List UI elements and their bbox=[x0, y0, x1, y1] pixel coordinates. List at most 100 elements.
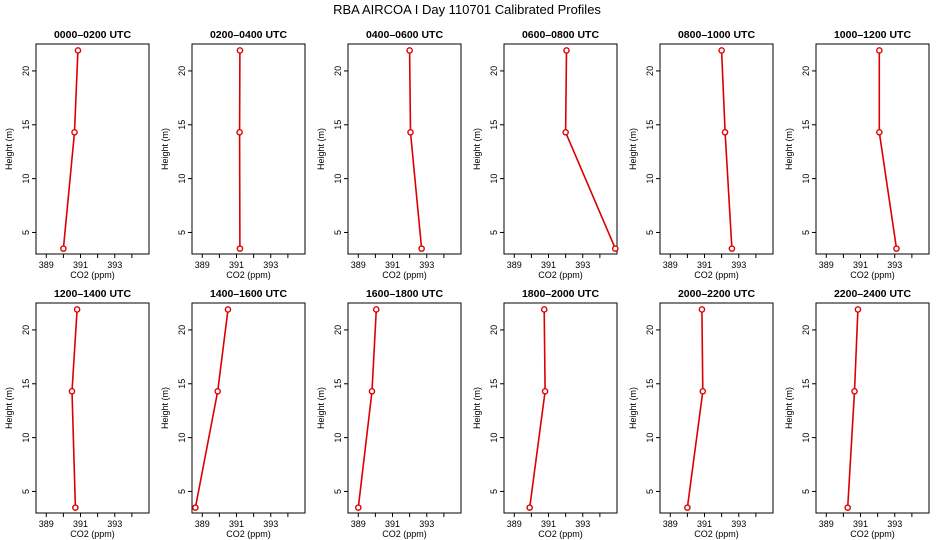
y-tick-label: 10 bbox=[177, 174, 187, 184]
x-tick-label: 389 bbox=[507, 260, 522, 270]
profile-point bbox=[214, 388, 221, 395]
plot-frame bbox=[35, 43, 150, 255]
profile-panel: 1600–1800 UTC 389 391 393 5 10 15 20 CO2 (ppm) He… bbox=[316, 288, 462, 539]
profile-point bbox=[236, 129, 243, 136]
y-axis-label: Height (m) bbox=[784, 128, 794, 170]
y-tick-label: 5 bbox=[21, 489, 31, 494]
plot-frame bbox=[503, 43, 618, 255]
profile-point bbox=[541, 388, 549, 395]
profile-line bbox=[194, 309, 229, 508]
y-tick-label: 5 bbox=[489, 230, 499, 235]
y-tick-label: 10 bbox=[489, 174, 499, 184]
profile-point bbox=[71, 129, 78, 136]
y-tick-label: 10 bbox=[801, 433, 811, 443]
x-tick-label: 389 bbox=[819, 519, 834, 529]
x-axis-label: CO2 (ppm) bbox=[694, 270, 739, 280]
x-tick-label: 393 bbox=[107, 519, 122, 529]
profile-line bbox=[564, 50, 617, 249]
profile-point bbox=[407, 129, 414, 136]
x-axis-label: CO2 (ppm) bbox=[226, 529, 271, 539]
profile-point bbox=[368, 388, 376, 395]
x-tick-label: 393 bbox=[263, 260, 278, 270]
figure-title: RBA AIRCOA I Day 110701 Calibrated Profi… bbox=[333, 2, 601, 17]
y-tick-label: 20 bbox=[489, 66, 499, 76]
profile-line bbox=[846, 309, 859, 508]
profile-point bbox=[854, 306, 862, 313]
x-tick-label: 389 bbox=[39, 260, 54, 270]
y-tick-label: 10 bbox=[645, 174, 655, 184]
x-tick-label: 391 bbox=[229, 260, 244, 270]
profile-panel: 1400–1600 UTC 389 391 393 5 10 15 20 CO2 (ppm) He… bbox=[160, 288, 306, 539]
x-tick-label: 393 bbox=[887, 519, 902, 529]
y-tick-label: 20 bbox=[333, 325, 343, 335]
y-axis-label: Height (m) bbox=[160, 128, 170, 170]
plot-frame bbox=[191, 302, 306, 514]
x-tick-label: 389 bbox=[351, 260, 366, 270]
y-tick-label: 10 bbox=[489, 433, 499, 443]
y-axis-label: Height (m) bbox=[160, 387, 170, 429]
y-tick-label: 15 bbox=[645, 120, 655, 130]
profile-point bbox=[418, 245, 425, 252]
profile-panel: 0600–0800 UTC 389 391 393 5 10 15 20 CO2 (ppm) He… bbox=[472, 29, 619, 280]
y-tick-label: 10 bbox=[645, 433, 655, 443]
profile-point bbox=[74, 47, 82, 54]
panel-title: 0000–0200 UTC bbox=[54, 29, 131, 41]
x-tick-label: 391 bbox=[853, 519, 868, 529]
profile-point bbox=[851, 388, 858, 395]
profile-point bbox=[728, 245, 736, 252]
y-tick-label: 20 bbox=[21, 325, 31, 335]
x-tick-label: 391 bbox=[73, 260, 88, 270]
y-tick-label: 20 bbox=[21, 66, 31, 76]
y-tick-label: 5 bbox=[801, 230, 811, 235]
x-tick-label: 389 bbox=[819, 260, 834, 270]
x-tick-label: 391 bbox=[697, 260, 712, 270]
x-axis-label: CO2 (ppm) bbox=[382, 270, 427, 280]
x-tick-label: 389 bbox=[507, 519, 522, 529]
y-tick-label: 5 bbox=[333, 230, 343, 235]
x-tick-label: 391 bbox=[541, 519, 556, 529]
x-tick-label: 389 bbox=[663, 260, 678, 270]
y-tick-label: 20 bbox=[645, 325, 655, 335]
profile-point bbox=[698, 306, 706, 313]
x-axis-label: CO2 (ppm) bbox=[538, 270, 583, 280]
x-axis-label: CO2 (ppm) bbox=[694, 529, 739, 539]
panel-title: 0600–0800 UTC bbox=[522, 29, 599, 41]
x-axis-label: CO2 (ppm) bbox=[226, 270, 271, 280]
profile-panel: 0800–1000 UTC 389 391 393 5 10 15 20 CO2 (ppm) He… bbox=[628, 29, 774, 280]
y-tick-label: 15 bbox=[21, 120, 31, 130]
plot-frame bbox=[191, 43, 306, 255]
x-tick-label: 391 bbox=[541, 260, 556, 270]
panel-title: 1400–1600 UTC bbox=[210, 288, 287, 300]
profile-point bbox=[563, 47, 570, 54]
panel-title: 0400–0600 UTC bbox=[366, 29, 443, 41]
profile-point bbox=[876, 47, 883, 54]
x-tick-label: 393 bbox=[731, 260, 746, 270]
y-axis-label: Height (m) bbox=[784, 387, 794, 429]
plot-frame bbox=[815, 43, 930, 255]
x-tick-label: 389 bbox=[663, 519, 678, 529]
y-tick-label: 5 bbox=[489, 489, 499, 494]
x-tick-label: 391 bbox=[385, 260, 400, 270]
y-tick-label: 20 bbox=[801, 66, 811, 76]
y-tick-label: 5 bbox=[21, 230, 31, 235]
profile-point bbox=[406, 47, 413, 54]
x-axis-label: CO2 (ppm) bbox=[850, 529, 895, 539]
profile-point bbox=[236, 245, 244, 252]
y-axis-label: Height (m) bbox=[4, 387, 14, 429]
y-axis-label: Height (m) bbox=[472, 387, 482, 429]
plot-frame bbox=[35, 302, 150, 514]
plot-frame bbox=[347, 302, 462, 514]
y-tick-label: 15 bbox=[333, 120, 343, 130]
plot-frame bbox=[659, 43, 774, 255]
profile-line bbox=[71, 309, 78, 508]
profile-point bbox=[699, 388, 707, 395]
panel-title: 2200–2400 UTC bbox=[834, 288, 911, 300]
y-tick-label: 15 bbox=[177, 120, 187, 130]
x-tick-label: 393 bbox=[887, 260, 902, 270]
profile-line bbox=[686, 309, 704, 508]
y-tick-label: 20 bbox=[333, 66, 343, 76]
profile-point bbox=[721, 129, 729, 136]
profile-line bbox=[528, 309, 546, 508]
profile-point bbox=[354, 504, 362, 511]
